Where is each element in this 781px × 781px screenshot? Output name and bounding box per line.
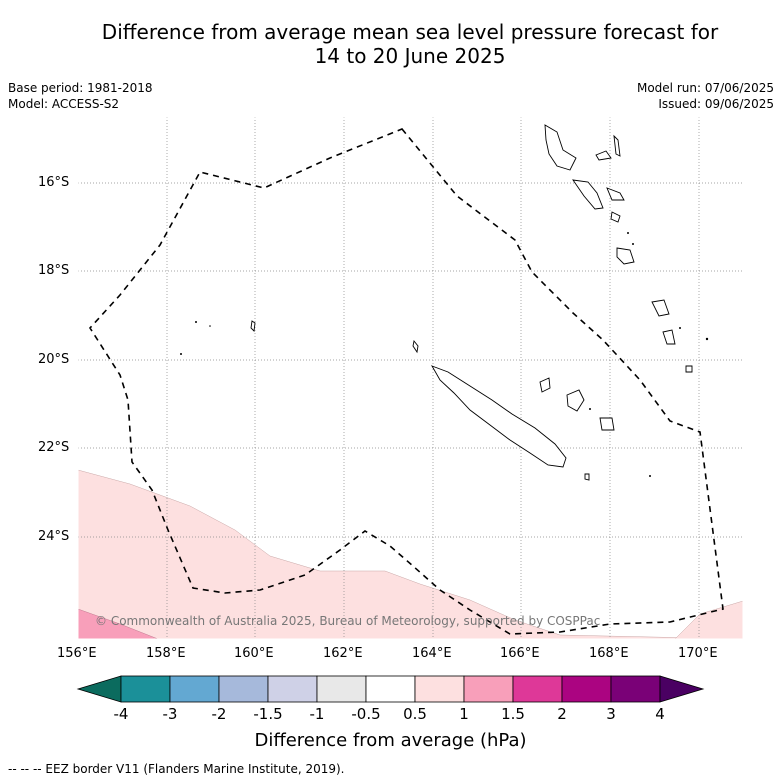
lon-label-160e: 160°E	[234, 646, 274, 661]
colorbar-swatch-5	[316, 675, 367, 703]
colorbar-label: 1	[459, 705, 469, 723]
new-caledonia-island	[430, 365, 567, 468]
colorbar-label: -1	[309, 705, 325, 723]
lat-label-16s: 16°S	[38, 175, 70, 190]
lon-label-170e: 170°E	[678, 646, 718, 661]
colorbar-swatch-below-min	[76, 675, 122, 703]
colorbar-label: 0.5	[403, 705, 427, 723]
anomaly-fill-0p5-1-east	[674, 600, 743, 639]
model-run: Model run: 07/06/2025	[636, 81, 774, 95]
lat-label-22s: 22°S	[38, 440, 70, 455]
colorbar	[76, 675, 705, 703]
copyright-notice: © Commonwealth of Australia 2025, Bureau…	[95, 614, 601, 628]
colorbar-swatch-11	[610, 675, 661, 703]
lat-label-18s: 18°S	[38, 263, 70, 278]
colorbar-label: -0.5	[351, 705, 381, 723]
colorbar-title: Difference from average (hPa)	[254, 730, 527, 751]
colorbar-swatch-2	[169, 675, 220, 703]
colorbar-swatch-6	[365, 675, 416, 703]
chesterfield-islet	[250, 320, 256, 332]
vanuatu-espiritu-santo	[544, 124, 577, 171]
lon-label-158e: 158°E	[146, 646, 186, 661]
lon-label-166e: 166°E	[500, 646, 540, 661]
vanuatu-southern-islands	[651, 299, 693, 373]
colorbar-swatch-9	[512, 675, 563, 703]
colorbar-label: 3	[606, 705, 616, 723]
colorbar-swatch-3	[218, 675, 269, 703]
map-area	[78, 117, 743, 639]
model-name: Model: ACCESS-S2	[8, 97, 120, 111]
colorbar-swatch-10	[561, 675, 612, 703]
lat-label-24s: 24°S	[38, 529, 70, 544]
colorbar-swatch-8	[463, 675, 514, 703]
vanuatu-malakula	[572, 179, 604, 210]
lon-label-168e: 168°E	[589, 646, 629, 661]
colorbar-label: -2	[211, 705, 227, 723]
small-islets	[180, 232, 709, 477]
anomaly-fill-1-1p5	[78, 608, 159, 639]
colorbar-label: 4	[655, 705, 665, 723]
colorbar-label: 2	[557, 705, 567, 723]
colorbar-label: -3	[162, 705, 178, 723]
issued-date: Issued: 09/06/2025	[658, 97, 774, 111]
colorbar-label: -4	[113, 705, 129, 723]
title-line-1: Difference from average mean sea level p…	[101, 20, 719, 44]
title-line-2: 14 to 20 June 2025	[314, 44, 506, 68]
colorbar-label: 1.5	[501, 705, 525, 723]
map-frame	[77, 116, 744, 640]
lon-label-164e: 164°E	[412, 646, 452, 661]
gridlines	[78, 117, 743, 639]
loyalty-islands	[539, 377, 615, 431]
vanuatu-northern-islands	[595, 134, 625, 223]
colorbar-swatch-7	[414, 675, 465, 703]
lon-label-162e: 162°E	[323, 646, 363, 661]
lat-label-20s: 20°S	[38, 352, 70, 367]
lon-label-156e: 156°E	[57, 646, 97, 661]
base-period: Base period: 1981-2018	[8, 81, 153, 95]
eez-border	[88, 128, 724, 635]
colorbar-swatch-4	[267, 675, 318, 703]
colorbar-swatch-above-max	[659, 675, 705, 703]
colorbar-swatch-1	[120, 675, 171, 703]
small-islands-new-caledonia	[412, 339, 590, 481]
colorbar-label: -1.5	[253, 705, 283, 723]
vanuatu-efate	[616, 247, 635, 265]
eez-legend-note: -- -- -- EEZ border V11 (Flanders Marine…	[8, 762, 345, 776]
